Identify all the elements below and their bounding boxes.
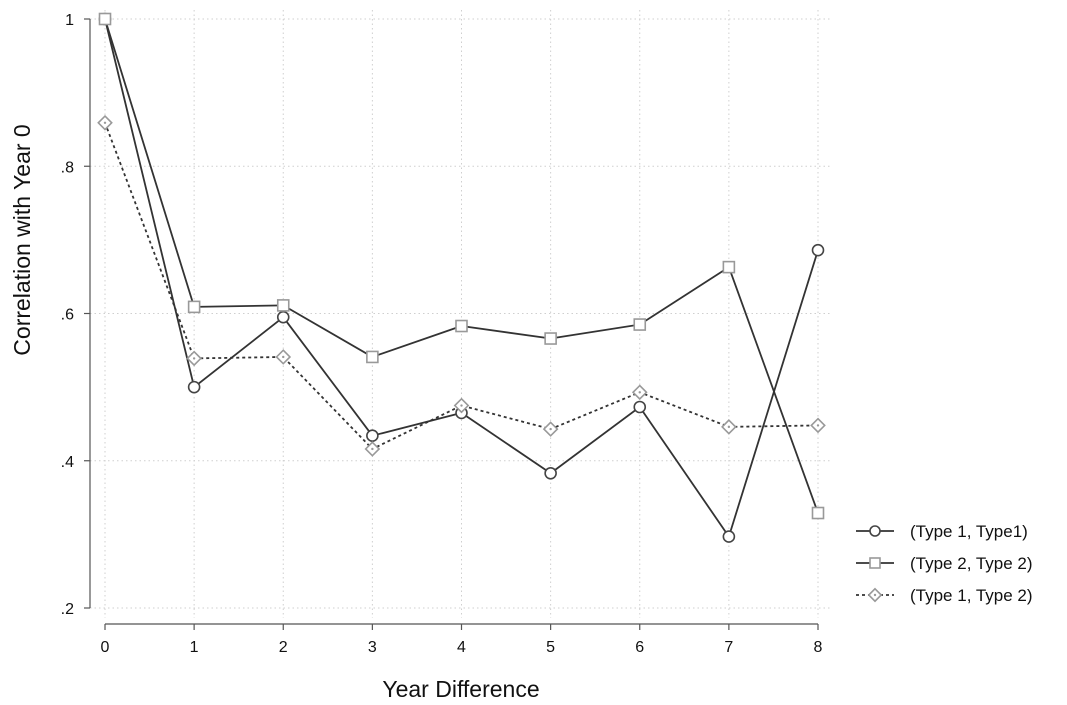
data-point [186,350,202,367]
data-point [187,380,201,394]
y-tick-label: .6 [61,307,74,324]
x-tick-label: 3 [368,639,377,656]
data-point [276,299,290,312]
data-point [633,318,647,331]
x-tick-label: 5 [546,639,555,656]
x-ticks: 0 1 2 3 4 5 6 7 8 [101,624,823,656]
diamond-marker-dot [371,447,374,451]
legend-label: (Type 1, Type 2) [910,586,1033,605]
diamond-marker-dot [282,355,285,359]
legend-item: (Type 1, Type1) [856,522,1028,541]
data-point [544,332,557,345]
y-ticks: 1 .8 .6 .4 .2 [61,12,90,618]
data-point [633,400,647,414]
data-point [722,260,736,274]
data-point [721,419,737,435]
data-point [366,429,379,443]
data-point [542,421,559,437]
legend-label: (Type 2, Type 2) [910,554,1033,573]
diamond-marker-dot [192,357,196,360]
x-tick-label: 8 [814,639,823,656]
diamond-marker-dot [727,425,731,429]
diamond-marker-dot [103,121,107,125]
data-point [544,466,557,480]
legend: (Type 1, Type1) (Type 2, Type 2) (Type 1, … [856,522,1033,605]
series-2 [98,12,825,520]
diamond-marker-dot [549,427,552,431]
x-axis-title: Year Difference [382,676,539,702]
series-3 [97,114,826,457]
y-tick-label: .4 [61,454,74,471]
x-tick-label: 2 [279,639,288,656]
y-tick-label: .8 [61,159,74,176]
data-point [187,300,201,314]
y-tick-label: .2 [61,601,74,618]
data-point [811,506,825,520]
data-point [276,310,290,324]
x-tick-label: 7 [724,639,733,656]
data-point [97,114,113,131]
diamond-marker-dot [816,424,820,427]
data-point [722,530,736,543]
data-point [811,243,825,257]
data-point [366,350,379,364]
x-tick-label: 1 [190,639,199,656]
data-point [455,319,468,333]
axes [89,19,818,625]
data-point [631,384,648,401]
legend-marker [867,587,883,603]
data-point [810,417,826,434]
x-tick-label: 6 [635,639,644,656]
x-tick-label: 4 [457,639,466,656]
y-axis-title: Correlation with Year 0 [9,124,35,355]
series-1 [98,12,825,543]
data-point [364,441,381,457]
diamond-marker-dot [638,391,641,394]
legend-item: (Type 2, Type 2) [856,554,1033,573]
grid [90,10,830,618]
y-tick-label: 1 [65,12,74,29]
data-point [453,397,470,414]
legend-marker [869,525,881,537]
x-tick-label: 0 [101,639,110,656]
legend-item: (Type 1, Type 2) [856,586,1033,605]
series-layer [97,12,826,543]
diamond-marker-dot [460,404,463,407]
legend-label: (Type 1, Type1) [910,522,1028,541]
data-point [98,12,112,26]
diamond-marker-dot [873,593,877,597]
data-point [275,349,292,365]
legend-marker [869,557,881,569]
